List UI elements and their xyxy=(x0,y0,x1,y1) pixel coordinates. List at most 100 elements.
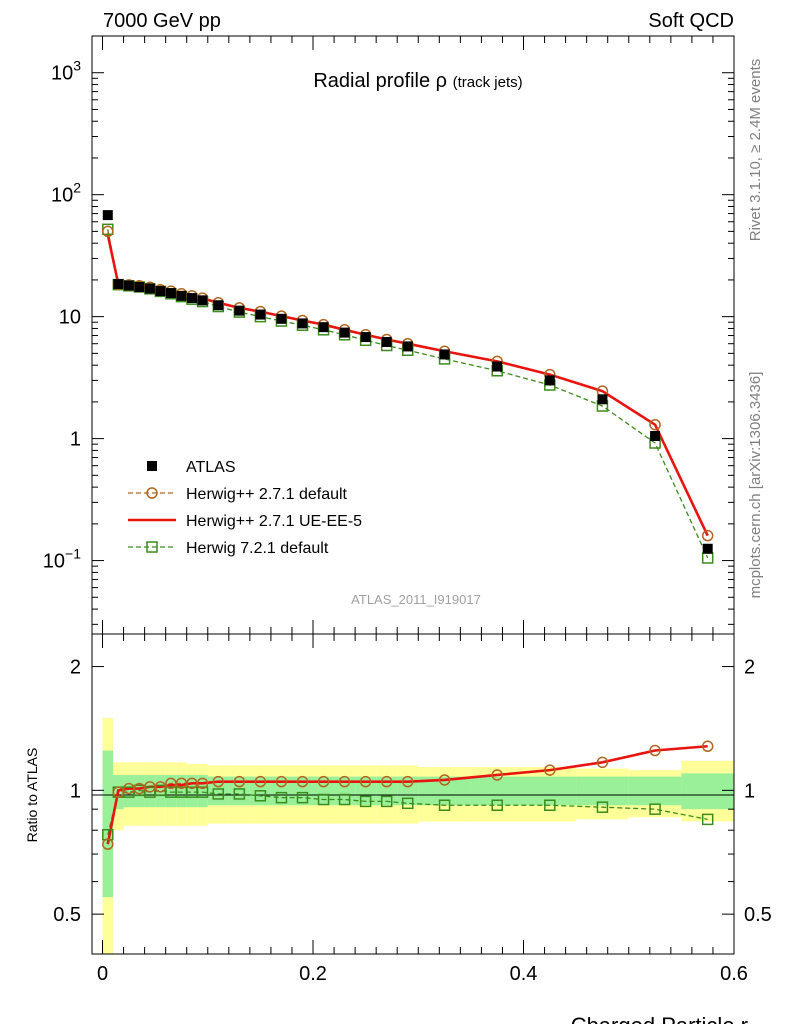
ratio-point-herwig-2-7-1-default xyxy=(254,775,267,788)
x-tick-label: 0.6 xyxy=(720,963,748,985)
legend-label: ATLAS xyxy=(186,459,236,476)
ratio-band-green xyxy=(681,773,734,810)
legend-label: Herwig 7.2.1 default xyxy=(186,540,329,557)
ratio-point-herwig-7-2-1-default xyxy=(649,803,661,815)
ratio-point-herwig-2-7-1-default xyxy=(491,769,503,781)
ratio-y-tick-label-right: 0.5 xyxy=(744,904,772,926)
ratio-point-herwig-7-2-1-default xyxy=(491,799,503,811)
main-point-atlas xyxy=(197,295,208,306)
ratio-point-herwig-2-7-1-default xyxy=(196,777,209,790)
main-point-atlas xyxy=(165,288,176,299)
ratio-point-herwig-7-2-1-default xyxy=(212,788,225,800)
ratio-point-herwig-7-2-1-default xyxy=(359,795,372,808)
ratio-band-green xyxy=(628,776,682,806)
ratio-point-herwig-7-2-1-default xyxy=(296,791,309,804)
ratio-band-green xyxy=(134,774,145,808)
main-point-atlas xyxy=(123,280,134,291)
ratio-point-herwig-2-7-1-default xyxy=(212,775,225,788)
main-point-atlas xyxy=(255,309,266,320)
main-y-tick-label: 10−1 xyxy=(43,546,81,573)
main-y-tick-label: 102 xyxy=(51,180,81,207)
main-point-atlas xyxy=(402,341,413,352)
main-point-atlas xyxy=(544,375,555,386)
main-point-herwig-2-7-1-default xyxy=(102,225,114,238)
ratio-point-herwig-2-7-1-default xyxy=(401,775,414,788)
ratio-point-herwig-2-7-1-default xyxy=(296,775,309,788)
ratio-y-tick-label: 2 xyxy=(70,657,81,679)
x-tick-label: 0 xyxy=(97,963,108,985)
ratio-point-herwig-7-2-1-default xyxy=(438,799,451,811)
ratio-point-herwig-2-7-1-default xyxy=(380,775,393,788)
main-line-herwig-7-2-1-default xyxy=(107,229,709,559)
ratio-point-herwig-2-7-1-default xyxy=(154,781,167,793)
ratio-point-herwig-7-2-1-default xyxy=(254,790,267,802)
ratio-point-herwig-2-7-1-default xyxy=(338,775,351,788)
ratio-point-herwig-2-7-1-default xyxy=(133,782,146,795)
ratio-point-herwig-2-7-1-default xyxy=(596,756,609,769)
legend-marker xyxy=(147,461,157,471)
main-point-atlas xyxy=(134,282,145,293)
x-tick-label: 0.2 xyxy=(299,963,327,985)
main-point-atlas xyxy=(439,349,450,360)
ratio-point-herwig-2-7-1-default xyxy=(438,774,451,786)
ratio-y-tick-label: 0.5 xyxy=(53,904,81,926)
ratio-point-herwig-2-7-1-default xyxy=(359,775,372,788)
ratio-point-herwig-7-2-1-default xyxy=(233,788,246,800)
ratio-band-green xyxy=(123,774,135,808)
ratio-point-herwig-7-2-1-default xyxy=(596,801,609,813)
main-point-atlas xyxy=(144,283,155,294)
ratio-point-herwig-7-2-1-default xyxy=(338,793,351,806)
main-point-atlas xyxy=(381,336,392,347)
mcplots-label: mcplots.cern.ch [arXiv:1306.3436] xyxy=(747,372,764,599)
main-point-atlas xyxy=(234,305,245,316)
legend-marker xyxy=(146,541,158,553)
ratio-point-herwig-2-7-1-default xyxy=(544,764,556,776)
ratio-point-herwig-7-2-1-default xyxy=(401,797,414,810)
ratio-point-herwig-2-7-1-default xyxy=(275,775,288,788)
ratio-point-herwig-7-2-1-default xyxy=(275,791,288,804)
x-axis-label: Charged Particle r xyxy=(571,1013,748,1024)
main-point-atlas xyxy=(650,431,661,442)
main-point-atlas xyxy=(492,361,503,372)
ratio-frame xyxy=(91,633,735,955)
analysis-label: ATLAS_2011_I919017 xyxy=(351,592,481,607)
ratio-band-green xyxy=(197,774,208,808)
category-label: Soft QCD xyxy=(648,10,734,32)
main-y-tick-label: 1 xyxy=(70,429,81,451)
main-point-atlas xyxy=(213,300,224,311)
ratio-y-tick-label: 1 xyxy=(70,780,81,802)
main-point-atlas xyxy=(339,327,350,338)
ratio-point-herwig-2-7-1-default xyxy=(233,775,246,788)
ratio-band-green xyxy=(176,774,187,808)
main-point-atlas xyxy=(113,279,124,290)
ratio-point-herwig-7-2-1-default xyxy=(317,793,330,806)
legend-marker xyxy=(146,487,158,499)
main-y-tick-label: 10 xyxy=(59,307,81,329)
main-point-atlas xyxy=(297,318,308,329)
legend-label: Herwig++ 2.7.1 UE-EE-5 xyxy=(186,513,362,530)
main-point-atlas xyxy=(318,322,329,333)
ratio-point-herwig-7-2-1-default xyxy=(701,813,714,826)
main-point-atlas xyxy=(176,290,187,301)
main-point-herwig-2-7-1-default xyxy=(649,418,661,431)
legend-label: Herwig++ 2.7.1 default xyxy=(186,486,348,503)
ratio-point-herwig-7-2-1-default xyxy=(544,799,556,811)
ratio-point-herwig-2-7-1-default xyxy=(701,740,714,753)
ratio-band-green xyxy=(186,774,198,808)
main-point-atlas xyxy=(360,332,371,343)
main-point-atlas xyxy=(597,394,608,405)
main-point-atlas xyxy=(186,293,197,304)
main-y-tick-label: 103 xyxy=(51,58,81,85)
ratio-point-herwig-2-7-1-default xyxy=(102,838,114,850)
ratio-point-herwig-2-7-1-default xyxy=(317,775,330,788)
energy-label: 7000 GeV pp xyxy=(103,10,221,32)
ratio-band-green xyxy=(102,750,114,898)
ratio-y-tick-label-right: 1 xyxy=(744,780,755,802)
ratio-panel: 2 2 1 1 0.5 0.5 0 0.2 0.4 0.6 Ratio to ATLAS xyxy=(24,633,772,985)
rivet-label: Rivet 3.1.10, ≥ 2.4M events xyxy=(747,59,764,242)
ratio-point-herwig-7-2-1-default xyxy=(380,795,393,808)
main-point-atlas xyxy=(155,286,166,297)
ratio-y-tick-label-right: 2 xyxy=(744,657,755,679)
